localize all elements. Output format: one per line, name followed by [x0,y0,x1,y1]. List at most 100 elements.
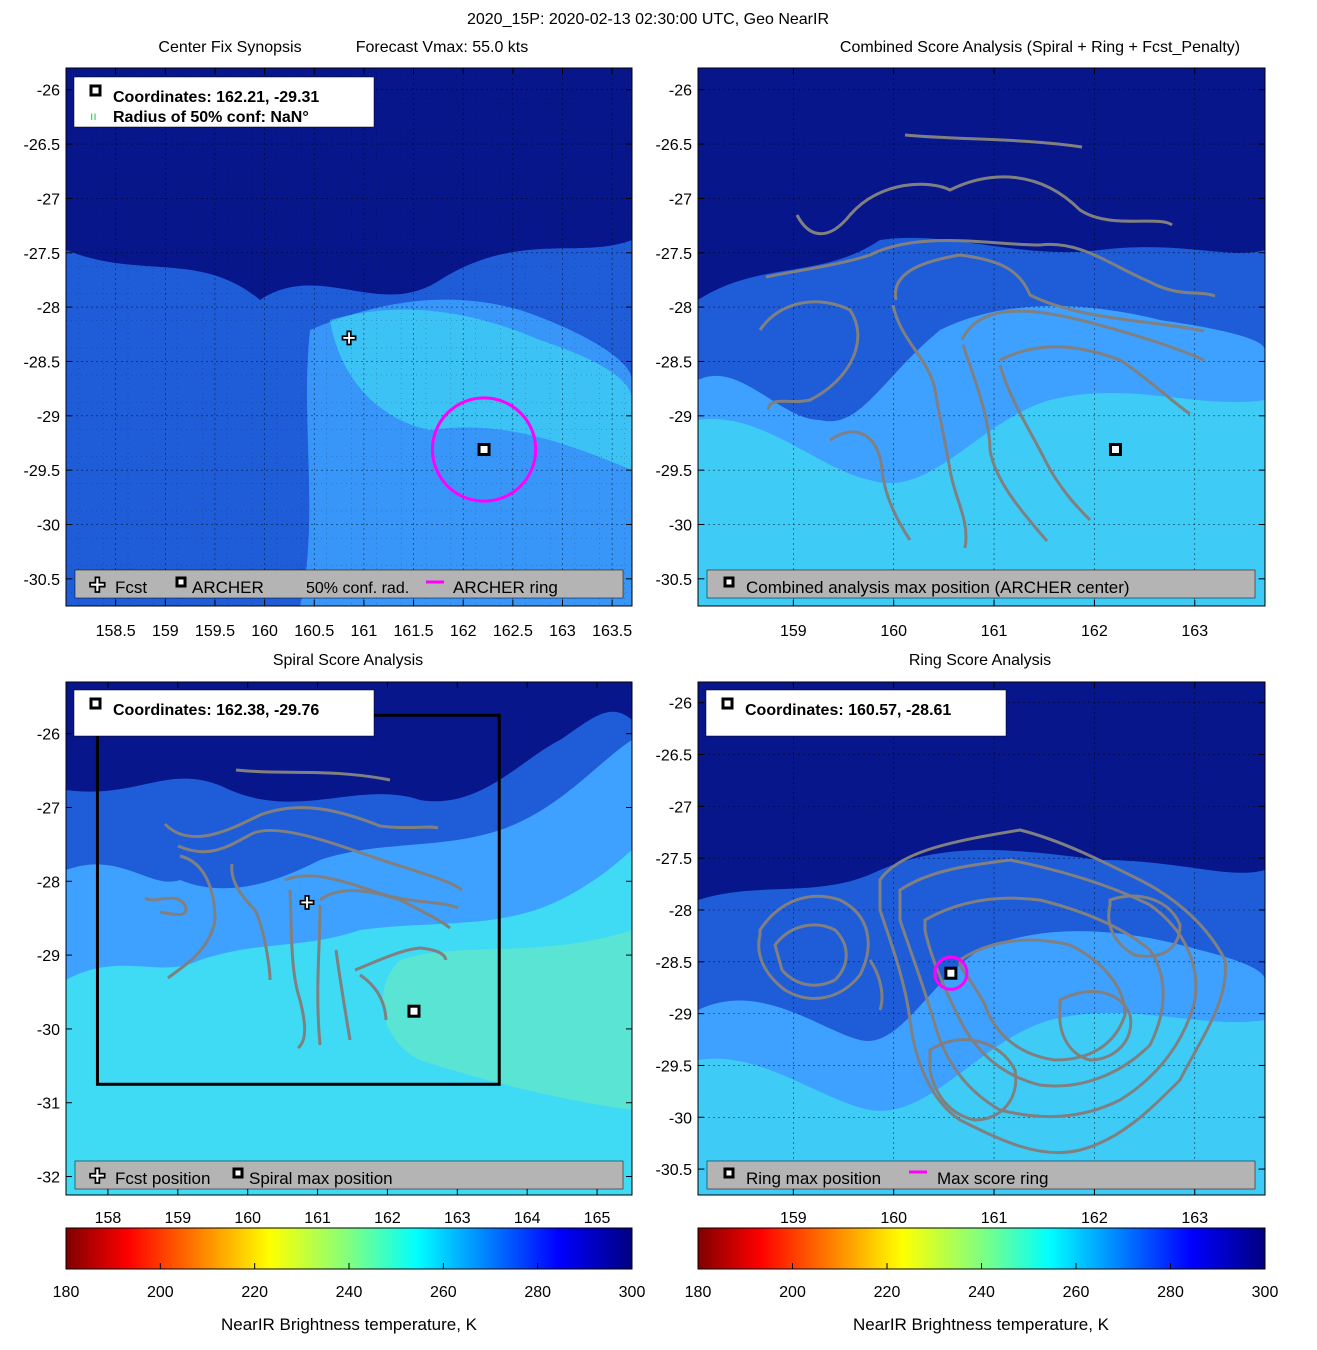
colorbar-left-gradient [65,1227,633,1270]
archer-legend-icon [175,576,187,588]
colorbar-tick-label: 300 [619,1284,646,1301]
figure-title: 2020_15P: 2020-02-13 02:30:00 UTC, Geo N… [467,11,829,28]
synopsis-legend: ✚ Fcst ARCHER 50% conf. rad. ARCHER ring [74,569,624,599]
conf-radius-icon: ıı [90,109,97,123]
colorbar-tick-label: 260 [1063,1284,1090,1301]
x-tick-label: 161 [304,1210,331,1227]
ring-legend-score: Max score ring [937,1169,1048,1188]
x-tick-label: 159.5 [195,623,235,640]
combined-marks [1108,442,1122,456]
archer-center-marker [1108,442,1122,456]
x-tick-label: 163 [1181,623,1208,640]
spiral-contours [144,768,463,1050]
combined-contours [758,133,1216,549]
combined-axes-frame [697,67,1266,607]
synopsis-cyan-area [330,309,632,470]
x-tick-label: 163.5 [592,623,632,640]
colorbar-right-label: NearIR Brightness temperature, K [853,1315,1110,1334]
y-tick-label: -27.5 [656,851,693,868]
y-tick-label: -30.5 [656,572,693,589]
x-tick-label: 159 [152,623,179,640]
fcst-plus-marker: ✚ [341,329,356,349]
x-tick-label: 159 [780,1210,807,1227]
y-tick-label: -29 [669,1007,692,1024]
colorbar-tick-label: 240 [968,1284,995,1301]
colorbar-tick-label: 300 [1252,1284,1279,1301]
y-tick-label: -26 [37,83,60,100]
y-tick-label: -30 [37,517,60,534]
spiral-green-area [382,930,632,1110]
colorbar-left: 180 200 220 240 260 280 300 NearIR Brightness … [53,1227,646,1334]
x-tick-label: 161 [981,623,1008,640]
spiral-info-coordinates: Coordinates: 162.38, -29.76 [113,702,319,719]
y-tick-label: -30.5 [656,1162,693,1179]
spiral-legend: ✚ Fcst position Spiral max position [74,1160,624,1190]
panel-ring: Ring Score Analysis 159 160 161 162 163 [656,652,1266,1227]
synopsis-legend-archer: ARCHER [192,578,264,597]
spiral-title: Spiral Score Analysis [273,652,423,669]
y-tick-label: -28 [669,300,692,317]
synopsis-axes-frame [65,67,633,607]
panel-synopsis: Center Fix Synopsis Forecast Vmax: 55.0 … [24,39,633,640]
x-tick-label: 161.5 [394,623,434,640]
x-tick-label: 159 [780,623,807,640]
colorbar-right-gradient [697,1227,1266,1270]
ring-axes-frame [697,681,1266,1196]
y-tick-label: -30.5 [24,572,61,589]
colorbar-tick-label: 180 [685,1284,712,1301]
ring-info-coordinates: Coordinates: 160.57, -28.61 [745,702,951,719]
y-tick-label: -28.5 [24,354,61,371]
colorbar-right-ticks: 180 200 220 240 260 280 300 [685,1263,1279,1301]
ring-marks [933,955,969,991]
colorbar-tick-label: 200 [147,1284,174,1301]
y-tick-label: -29.5 [656,1058,693,1075]
y-tick-label: -30 [37,1022,60,1039]
fcst-plus-marker: ✚ [300,893,315,913]
y-tick-label: -26 [669,696,692,713]
y-tick-label: -26.5 [656,748,693,765]
colorbar-tick-label: 220 [874,1284,901,1301]
x-tick-label: 165 [584,1210,611,1227]
synopsis-plot-area: ✚ [66,68,632,606]
colorbar-tick-label: 280 [1157,1284,1184,1301]
combined-title: Combined Score Analysis (Spiral + Ring +… [840,39,1240,56]
spiral-info-box: Coordinates: 162.38, -29.76 [73,689,375,737]
synopsis-legend-conf: 50% conf. rad. [306,580,409,597]
colorbar-tick-label: 280 [524,1284,551,1301]
ring-marker-icon [721,697,734,710]
x-tick-label: 162 [450,623,477,640]
ring-legend-max: Ring max position [746,1169,881,1188]
y-tick-label: -29 [37,948,60,965]
x-tick-label: 162 [1081,1210,1108,1227]
synopsis-subtitle: Forecast Vmax: 55.0 kts [356,39,529,56]
synopsis-legend-ring: ARCHER ring [453,578,558,597]
x-tick-label: 160 [880,623,907,640]
synopsis-marks: ✚ [341,328,538,503]
colorbar-tick-label: 180 [53,1284,80,1301]
ring-ticks: 159 160 161 162 163 -26 -26.5 -27 -27.5 -28 -28.5 -… [656,682,1265,1227]
y-tick-label: -27.5 [656,246,693,263]
combined-ticks: 159 160 161 162 163 -26 -26.5 -27 -27.5 -28 -28.5 -… [656,68,1265,640]
synopsis-legend-fcst: Fcst [115,578,147,597]
y-tick-label: -27 [669,799,692,816]
archer-center-legend-icon [723,576,735,588]
colorbar-left-ticks: 180 200 220 240 260 280 300 [53,1263,646,1301]
y-tick-label: -29.5 [656,463,693,480]
y-tick-label: -28.5 [656,955,693,972]
combined-cyan-area [698,392,1265,606]
y-tick-label: -30 [669,517,692,534]
ring-grid [698,682,1265,1195]
combined-legend-label: Combined analysis max position (ARCHER c… [746,578,1130,597]
ring-max-legend-icon [723,1167,735,1179]
x-tick-label: 158 [95,1210,122,1227]
ring-contours [757,828,1228,1155]
x-tick-label: 160 [234,1210,261,1227]
y-tick-label: -29 [669,409,692,426]
y-tick-label: -27.5 [24,246,61,263]
colorbar-left-label: NearIR Brightness temperature, K [221,1315,478,1334]
synopsis-ticks: 158.5 159 159.5 160 160.5 161 161.5 162 162.5 163… [24,68,632,640]
y-tick-label: -28 [37,874,60,891]
spiral-axes-frame [65,681,633,1196]
spiral-ticks: 158 159 160 161 162 163 164 165 -26 -27 -28 -29 -30 -… [37,682,632,1227]
y-tick-label: -27 [669,191,692,208]
